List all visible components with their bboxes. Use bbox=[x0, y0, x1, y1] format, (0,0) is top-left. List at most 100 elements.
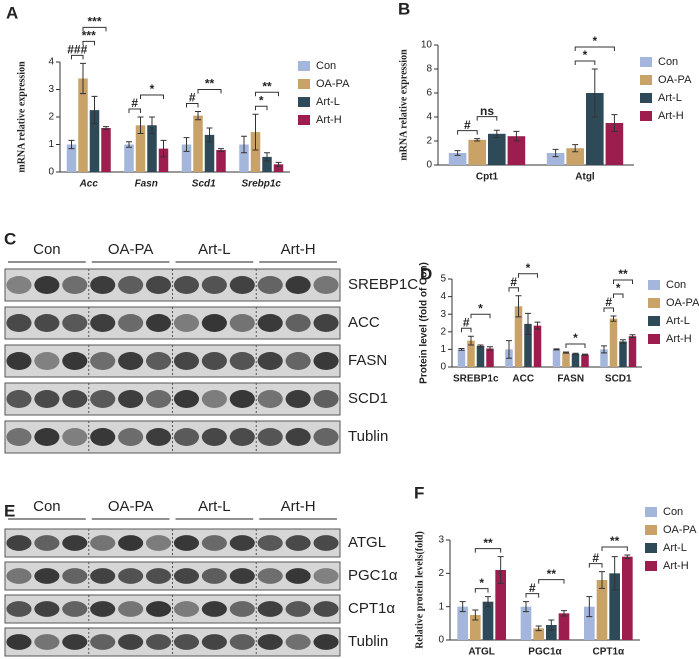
y-tick-label: 4 bbox=[48, 57, 54, 68]
error-bar bbox=[149, 116, 155, 134]
bar bbox=[482, 601, 494, 640]
blot-band bbox=[229, 276, 255, 294]
y-tick-label: 3 bbox=[48, 84, 54, 95]
error-bar bbox=[126, 141, 132, 148]
error-bar bbox=[611, 114, 618, 132]
error-bar bbox=[497, 556, 504, 584]
error-bar bbox=[610, 315, 617, 322]
y-tick-label: 6 bbox=[426, 88, 432, 99]
significance-bracket bbox=[508, 287, 519, 292]
blot-band bbox=[229, 601, 255, 617]
error-bar bbox=[183, 137, 190, 152]
blot-band bbox=[62, 535, 88, 551]
error-bar bbox=[611, 556, 618, 591]
group-label: OA-PA bbox=[108, 241, 154, 258]
significance-label: ** bbox=[262, 79, 272, 93]
bar bbox=[495, 570, 506, 640]
blot-band bbox=[313, 390, 339, 408]
blot-band bbox=[229, 428, 255, 446]
bar bbox=[181, 144, 192, 172]
blot-row-label: Tublin bbox=[348, 428, 388, 445]
error-bar bbox=[195, 111, 201, 121]
blot-band bbox=[201, 601, 227, 617]
legend-swatch bbox=[645, 561, 657, 571]
significance-label: ** bbox=[483, 536, 493, 550]
blot-band bbox=[145, 276, 172, 294]
significance-label: ** bbox=[205, 77, 215, 91]
bar bbox=[619, 341, 627, 367]
y-tick-label: 2 bbox=[440, 326, 446, 337]
error-bar bbox=[563, 351, 569, 354]
legend-swatch bbox=[648, 298, 660, 308]
blot-band bbox=[257, 601, 283, 617]
bar bbox=[78, 78, 88, 172]
blot-band bbox=[90, 390, 116, 408]
blot-band bbox=[118, 276, 144, 294]
blot-band bbox=[118, 535, 144, 551]
blot-band bbox=[313, 568, 339, 584]
significance-label: ** bbox=[547, 567, 557, 581]
blot-band bbox=[34, 352, 60, 370]
blot-band bbox=[257, 314, 283, 332]
group-label: Con bbox=[33, 498, 61, 515]
significance-label: * bbox=[150, 82, 155, 96]
blot-band bbox=[201, 428, 227, 446]
error-bar bbox=[624, 554, 631, 559]
error-bar bbox=[137, 116, 144, 134]
bar bbox=[216, 150, 226, 172]
significance-bracket bbox=[613, 293, 624, 298]
error-bar bbox=[80, 62, 86, 95]
blot-band bbox=[173, 276, 200, 294]
blot-band bbox=[257, 390, 283, 408]
blot-band bbox=[173, 535, 200, 551]
legend-label: Con bbox=[666, 279, 686, 291]
blot-band bbox=[118, 390, 144, 408]
legend-label: Art-H bbox=[666, 333, 692, 345]
significance-label: * bbox=[573, 331, 578, 345]
y-tick-label: 4 bbox=[426, 112, 432, 123]
blot-band bbox=[118, 601, 144, 617]
bar bbox=[147, 125, 157, 172]
blot-row-label: Tublin bbox=[348, 633, 388, 650]
bar bbox=[158, 148, 169, 172]
y-tick-label: 3 bbox=[438, 535, 444, 546]
blot-band bbox=[118, 568, 144, 584]
error-bar bbox=[68, 139, 75, 150]
bar bbox=[135, 125, 146, 172]
blot-band bbox=[90, 601, 116, 617]
significance-label: # bbox=[463, 315, 470, 329]
significance-label: # bbox=[510, 275, 517, 289]
legend-swatch bbox=[640, 93, 652, 103]
y-tick-label: 0 bbox=[440, 362, 446, 373]
blot-band bbox=[118, 634, 144, 650]
error-bar bbox=[572, 352, 579, 355]
blot-band bbox=[285, 390, 311, 408]
error-bar bbox=[534, 321, 541, 330]
blot-band bbox=[285, 428, 311, 446]
significance-bracket bbox=[71, 54, 84, 60]
blot-band bbox=[90, 352, 116, 370]
significance-bracket bbox=[476, 116, 498, 121]
significance-bracket bbox=[474, 588, 489, 593]
significance-label: # bbox=[131, 96, 138, 110]
blot-band bbox=[145, 314, 172, 332]
significance-label: * bbox=[526, 261, 531, 275]
significance-label: * bbox=[616, 281, 621, 295]
blot-band bbox=[62, 428, 88, 446]
bar bbox=[628, 336, 637, 367]
bar bbox=[476, 345, 485, 367]
legend-swatch bbox=[648, 280, 660, 290]
blot-band bbox=[285, 352, 311, 370]
blot-band bbox=[201, 568, 227, 584]
error-bar bbox=[241, 135, 247, 154]
y-tick-label: 2 bbox=[426, 136, 432, 147]
blot-band bbox=[6, 568, 32, 584]
bar bbox=[596, 580, 608, 640]
bar bbox=[609, 318, 618, 367]
significance-label: * bbox=[583, 48, 588, 62]
significance-label: ns bbox=[480, 104, 494, 118]
blot-band bbox=[229, 568, 255, 584]
bar bbox=[524, 323, 532, 367]
blot-band bbox=[90, 428, 116, 446]
